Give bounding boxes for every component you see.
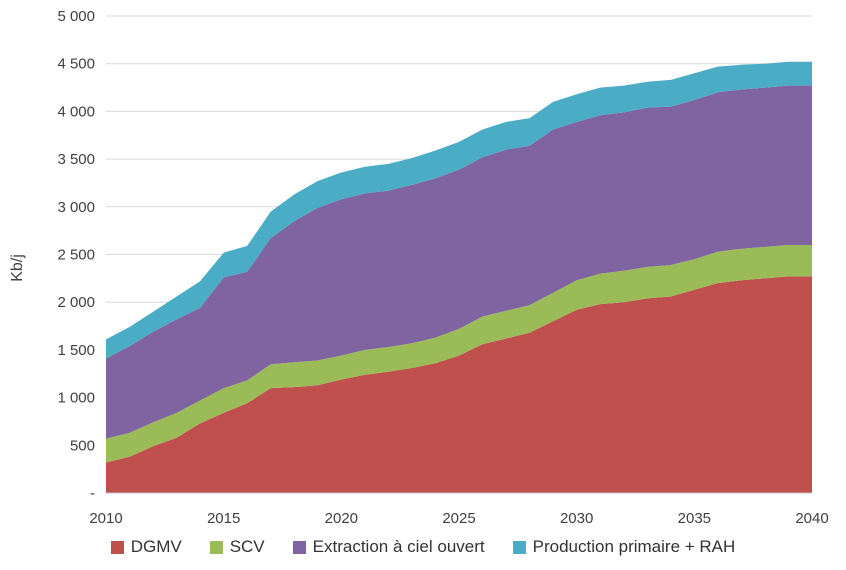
y-axis: - 500 1 000 1 500 2 000 2 500 3 000 3 500 4 000 4…: [57, 8, 95, 502]
y-tick-label: 1 500: [57, 342, 95, 359]
y-tick-label: -: [90, 485, 95, 502]
y-tick-label: 1 000: [57, 390, 95, 407]
legend-swatch: [209, 540, 223, 554]
legend-item: Extraction à ciel ouvert: [292, 537, 485, 557]
y-tick-label: 500: [70, 437, 95, 454]
x-tick-label: 2010: [89, 510, 122, 527]
y-tick-label: 3 500: [57, 151, 95, 168]
legend-item: SCV: [209, 537, 265, 557]
legend-swatch: [512, 540, 526, 554]
legend-label: DGMV: [130, 537, 182, 556]
y-tick-label: 2 500: [57, 247, 95, 264]
legend-label: SCV: [229, 537, 265, 556]
area-scv: [106, 245, 812, 463]
legend-swatch: [292, 540, 306, 554]
area-dgmv: [106, 276, 812, 493]
x-axis: 2010 2015 2020 2025 2030 2035 2040: [89, 492, 829, 527]
x-tick-label: 2040: [795, 510, 828, 527]
area-series: [106, 61, 812, 493]
x-tick-label: 2015: [207, 510, 240, 527]
area-extraction-ciel-ouvert: [106, 85, 812, 439]
x-tick-label: 2035: [678, 510, 711, 527]
legend-label: Extraction à ciel ouvert: [312, 537, 485, 556]
y-tick-label: 4 000: [57, 103, 95, 120]
legend-swatch: [110, 540, 124, 554]
x-tick-label: 2030: [560, 510, 593, 527]
legend-item: DGMV: [110, 537, 182, 557]
x-tick-label: 2025: [442, 510, 475, 527]
legend-label: Production primaire + RAH: [532, 537, 736, 556]
y-tick-label: 3 000: [57, 199, 95, 216]
y-tick-label: 2 000: [57, 294, 95, 311]
y-tick-label: 5 000: [57, 8, 95, 25]
x-tick-label: 2020: [325, 510, 358, 527]
legend-item: Production primaire + RAH: [512, 537, 736, 557]
legend: DGMV SCV Extraction à ciel ouvert Productio…: [0, 537, 846, 557]
y-axis-label: Kb/j: [9, 254, 26, 282]
y-tick-label: 4 500: [57, 56, 95, 73]
